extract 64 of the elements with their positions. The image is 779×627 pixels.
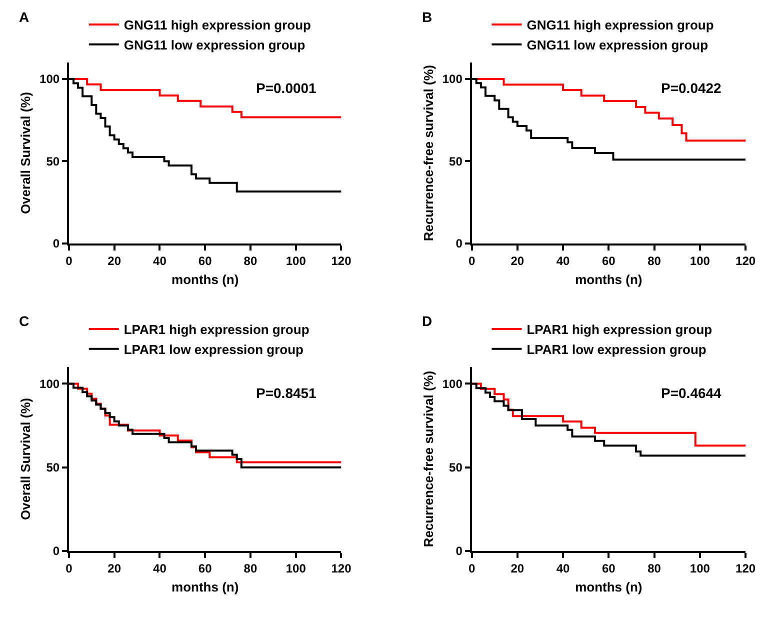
x-tick-label: 60 bbox=[198, 561, 212, 576]
x-tick-label: 0 bbox=[468, 561, 476, 576]
x-tick-label: 120 bbox=[331, 561, 352, 576]
x-axis-title: months (n) bbox=[172, 579, 239, 594]
x-tick-label: 40 bbox=[556, 254, 570, 268]
x-tick-label: 80 bbox=[244, 561, 258, 576]
legend-label: LPAR1 low expression group bbox=[526, 342, 706, 357]
legend-label: GNG11 low expression group bbox=[526, 37, 708, 52]
y-tick-label: 100 bbox=[442, 376, 463, 391]
text: A bbox=[19, 9, 30, 25]
x-tick-label: 100 bbox=[286, 254, 306, 268]
x-tick-label: 80 bbox=[244, 254, 258, 268]
x-axis-title: months (n) bbox=[575, 272, 642, 287]
y-tick-label: 0 bbox=[456, 236, 463, 251]
text: B bbox=[422, 9, 432, 25]
y-axis-title: Recurrence-free survival (%) bbox=[420, 370, 436, 548]
x-tick-label: 80 bbox=[648, 254, 662, 268]
annotation: P=0.0422 bbox=[661, 80, 722, 96]
x-tick-label: 20 bbox=[510, 254, 524, 268]
x-tick-label: 120 bbox=[331, 254, 352, 268]
y-tick-label: 50 bbox=[449, 460, 463, 475]
y-axis-title: Recurrence-free survival (%) bbox=[420, 64, 436, 242]
legend-label: LPAR1 high expression group bbox=[124, 322, 310, 338]
x-tick-label: 40 bbox=[153, 254, 167, 268]
y-tick-label: 100 bbox=[40, 376, 60, 391]
x-tick-label: 60 bbox=[198, 254, 212, 268]
y-axis-title: Overall Survival (%) bbox=[18, 92, 33, 214]
x-tick-label: 20 bbox=[108, 254, 122, 268]
y-tick-label: 0 bbox=[456, 544, 463, 558]
legend-label: GNG11 low expression group bbox=[124, 37, 306, 52]
x-tick-label: 120 bbox=[736, 561, 756, 576]
y-tick-label: 50 bbox=[46, 460, 60, 475]
x-tick-label: 0 bbox=[66, 254, 73, 268]
x-tick-label: 100 bbox=[286, 561, 306, 576]
x-tick-label: 40 bbox=[153, 561, 167, 576]
legend-label: LPAR1 low expression group bbox=[124, 342, 304, 357]
annotation: P=0.8451 bbox=[256, 385, 317, 401]
legend-label: GNG11 high expression group bbox=[526, 18, 714, 33]
x-tick-label: 20 bbox=[108, 561, 122, 576]
x-tick-label: 40 bbox=[556, 561, 570, 576]
text: C bbox=[19, 313, 30, 329]
y-tick-label: 50 bbox=[46, 154, 60, 168]
text: D bbox=[422, 313, 432, 329]
y-tick-label: 0 bbox=[52, 544, 60, 558]
legend-label: GNG11 high expression group bbox=[124, 18, 312, 33]
annotation: P=0.0001 bbox=[256, 80, 317, 96]
y-axis-title: Overall Survival (%) bbox=[18, 398, 33, 520]
x-axis-title: months (n) bbox=[172, 272, 239, 287]
x-tick-label: 80 bbox=[648, 561, 662, 576]
x-tick-label: 20 bbox=[510, 561, 524, 576]
x-tick-label: 60 bbox=[602, 254, 616, 268]
legend-label: LPAR1 high expression group bbox=[526, 322, 712, 338]
x-tick-label: 60 bbox=[602, 561, 616, 576]
x-tick-label: 100 bbox=[690, 254, 710, 268]
x-tick-label: 100 bbox=[690, 561, 710, 576]
x-axis-title: months (n) bbox=[575, 579, 642, 594]
x-tick-label: 120 bbox=[736, 254, 756, 268]
annotation: P=0.4644 bbox=[661, 385, 722, 401]
y-tick-label: 100 bbox=[40, 72, 60, 86]
x-tick-label: 0 bbox=[66, 561, 73, 576]
y-tick-label: 100 bbox=[442, 72, 463, 86]
y-tick-label: 50 bbox=[449, 154, 463, 168]
x-tick-label: 0 bbox=[468, 254, 476, 268]
y-tick-label: 0 bbox=[52, 236, 60, 251]
